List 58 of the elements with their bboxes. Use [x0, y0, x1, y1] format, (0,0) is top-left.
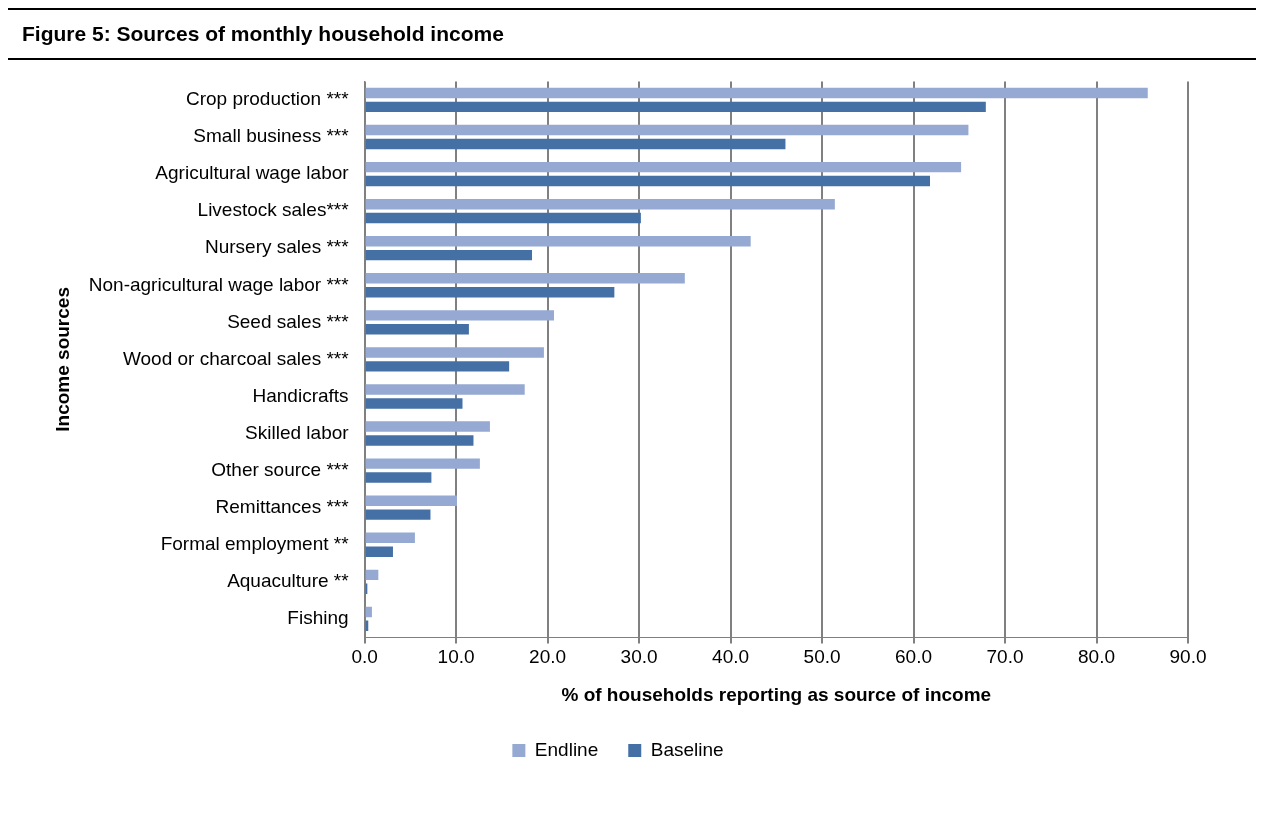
x-tick-label: 0.0 [351, 646, 378, 668]
x-tick-label: 40.0 [712, 646, 750, 668]
y-tick-label: Formal employment ** [160, 532, 350, 554]
y-tick-label: Small business *** [193, 125, 350, 147]
chart-title: Figure 5: Sources of monthly household income [8, 8, 1256, 60]
legend-label: Baseline [650, 738, 724, 760]
bar [365, 212, 641, 224]
bar [365, 472, 432, 483]
x-tick-label: 80.0 [1078, 646, 1115, 668]
y-tick-label: Crop production *** [185, 88, 350, 110]
bar [365, 249, 533, 261]
bar [365, 384, 525, 395]
x-tick-label: 60.0 [895, 646, 933, 668]
bar [365, 347, 544, 358]
y-tick-label: Nursery sales *** [204, 236, 350, 258]
y-tick-label: Skilled labor [245, 421, 350, 443]
x-tick-label: 70.0 [986, 646, 1024, 668]
y-tick-label: Seed sales *** [227, 310, 350, 332]
bar [365, 546, 393, 557]
bar [365, 236, 751, 247]
bar [365, 273, 685, 284]
bar [365, 606, 372, 618]
bar [365, 87, 1148, 99]
bar [365, 495, 458, 506]
y-tick-label: Agricultural wage labor [155, 162, 350, 184]
bar [365, 324, 469, 335]
x-tick-label: 50.0 [803, 646, 841, 668]
x-tick-label: 20.0 [529, 646, 567, 668]
bar [365, 458, 480, 469]
bar [365, 138, 786, 150]
bar [365, 161, 962, 173]
bar [365, 509, 431, 520]
bar [365, 435, 474, 446]
bar [365, 101, 986, 113]
x-tick-label: 90.0 [1169, 646, 1207, 668]
bar [365, 124, 969, 136]
bar [365, 175, 930, 187]
x-axis-title: % of households reporting as source of income [561, 683, 992, 705]
y-axis-title: Income sources [51, 287, 73, 432]
y-tick-label: Remittances *** [215, 495, 350, 517]
bar [365, 198, 835, 210]
y-tick-label: Livestock sales*** [197, 199, 350, 221]
y-tick-label: Other source *** [211, 458, 350, 480]
bar [365, 398, 463, 409]
y-tick-label: Aquaculture ** [227, 570, 350, 592]
legend-label: Endline [534, 738, 599, 760]
bar [365, 361, 510, 372]
bar [365, 287, 615, 298]
x-tick-label: 30.0 [620, 646, 658, 668]
y-tick-label: Non-agricultural wage labor *** [88, 273, 350, 295]
bar [365, 310, 554, 321]
bar [365, 569, 379, 581]
y-tick-label: Fishing [287, 607, 349, 629]
bar [365, 532, 415, 543]
y-tick-label: Wood or charcoal sales *** [122, 347, 350, 369]
bar [365, 421, 490, 432]
x-tick-label: 10.0 [437, 646, 475, 668]
y-tick-label: Handicrafts [252, 384, 349, 406]
